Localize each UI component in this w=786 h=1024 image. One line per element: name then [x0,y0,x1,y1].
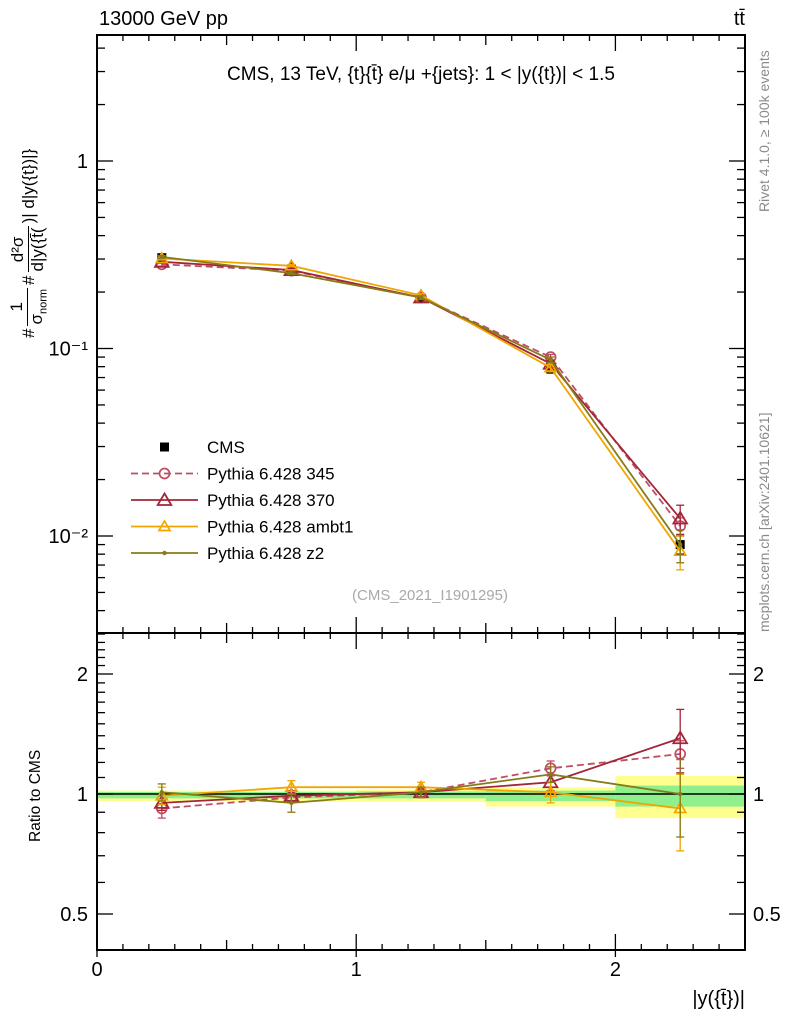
data-point-marker [543,360,558,373]
ylabel-frac1-numerator: 1 [7,287,28,326]
series-pythia-6-428-z2 [157,758,685,838]
ylabel-fraction-1: 1 σnorm [7,287,50,326]
data-point-marker [284,258,299,271]
legend-label: CMS [207,438,245,457]
process-label: tt̄ [733,8,745,30]
legend: CMS Pythia 6.428 345 Pythia 6.428 370 Pythi… [131,438,353,563]
data-point-marker [157,519,172,532]
legend-label: Pythia 6.428 ambt1 [207,518,353,537]
data-point-marker [162,550,167,556]
data-point-marker [548,357,553,363]
main-y-axis-label: # 1 σnorm # d²σ d|y({t̄( )| d|y({t})|} [7,148,50,338]
data-point-marker [678,542,683,547]
ylabel-frac1-denominator: σnorm [26,288,50,325]
data-point-marker [158,467,171,480]
ratio-y-tick-label-right: 1 [753,784,764,806]
beam-energy-label: 13000 GeV pp [99,8,228,30]
plot-title: CMS, 13 TeV, {t}{t̄} e/μ +{jets}: 1 < |y… [227,64,615,85]
analysis-id-watermark: (CMS_2021_I1901295) [352,587,508,604]
data-point-marker [284,780,299,793]
data-point-marker [156,491,173,506]
ylabel-hash-1: # [18,328,38,338]
x-tick-label: 2 [610,959,621,981]
legend-label: Pythia 6.428 370 [207,491,335,510]
data-point-marker [289,800,294,806]
ylabel-hash-2: # [18,275,38,285]
axes-frame [96,34,746,951]
ylabel-fraction-2: d²σ d|y({t̄( [8,226,48,273]
axis-ticks [96,35,746,957]
data-point-marker [418,295,424,300]
legend-label: Pythia 6.428 345 [207,465,335,484]
ratio-y-tick-label-right: 2 [753,664,764,686]
ylabel-frac2-denominator: d|y({t̄( [28,227,48,272]
ratio-y-tick-label-left: 2 [77,664,88,686]
data-point-marker [159,790,164,795]
data-point-marker [678,791,683,797]
series-pythia-6-428-z2 [157,254,685,564]
data-point-marker [159,254,164,260]
series-line [161,263,681,527]
ratio-y-axis-label: Ratio to CMS [27,749,44,842]
data-point-marker [289,271,294,276]
data-point-marker [160,442,169,452]
data-point-marker [671,729,689,745]
x-tick-label: 1 [351,959,362,981]
data-point-marker [153,253,171,268]
series-pythia-6-428-ambt1 [154,773,688,852]
ylabel-suffix: )| d|y({t})|} [18,148,38,224]
main-y-tick-label: 1 [77,151,88,173]
x-tick-label: 0 [91,959,102,981]
data-point-marker [671,510,689,525]
legend-label: Pythia 6.428 z2 [207,544,324,563]
rivet-version-note: Rivet 4.1.0, ≥ 100k events [756,50,772,212]
data-point-marker [548,772,553,777]
ratio-y-tick-label-left: 0.5 [60,904,88,926]
ylabel-frac2-numerator: d²σ [8,226,30,273]
main-y-tick-label: 10⁻¹ [49,339,89,361]
tick-labels: 0 1 2 1 10⁻¹ 10⁻² 2 2 1 1 0.5 0.5 [49,151,781,981]
main-y-tick-label: 10⁻² [49,526,89,548]
data-point-marker [153,794,171,809]
ratio-y-tick-label-left: 1 [77,784,88,806]
x-axis-label: |y({t̄})| [692,988,745,1010]
ratio-y-tick-label-right: 0.5 [753,904,781,926]
mcplots-attribution-note: mcplots.cern.ch [arXiv:2401.10621] [756,412,772,632]
data-point-marker [543,785,558,798]
data-point-marker [418,790,424,795]
